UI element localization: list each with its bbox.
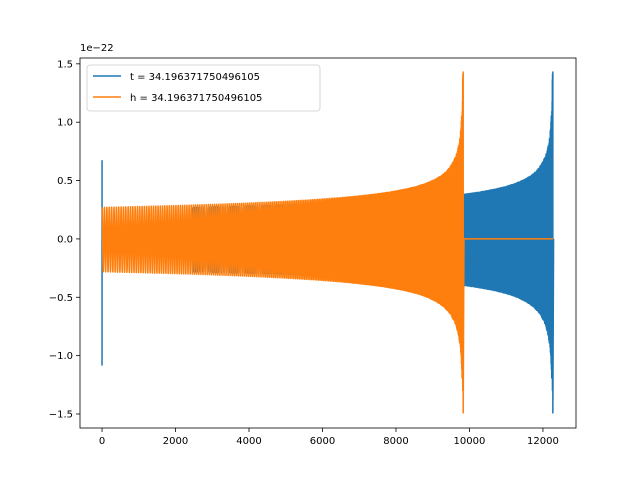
y-tick-label: −0.5: [49, 293, 73, 304]
x-tick-label: 10000: [454, 436, 486, 447]
x-tick-label: 4000: [236, 436, 261, 447]
y-axis: −1.5 −1.0 −0.5 0.0 0.5 1.0 1.5: [49, 59, 80, 420]
legend-box: [86, 64, 321, 112]
series-layer: [101, 71, 555, 414]
axes-frame: [79, 57, 577, 429]
y-tick-label: −1.0: [49, 351, 73, 362]
legend: t = 34.196371750496105 h = 34.1963717504…: [86, 64, 321, 112]
series-h-line: [101, 71, 553, 414]
x-tick-label: 0: [99, 436, 105, 447]
legend-label-t: t = 34.196371750496105: [130, 72, 260, 83]
y-offset-label: 1e−22: [80, 43, 114, 54]
y-tick-label: 1.0: [57, 118, 73, 129]
plot-area: [79, 57, 577, 429]
x-tick-label: 12000: [527, 436, 559, 447]
y-tick-label: 0.0: [57, 234, 73, 245]
y-tick-label: 1.5: [57, 59, 73, 70]
legend-label-h: h = 34.196371750496105: [130, 93, 262, 104]
y-tick-label: −1.5: [49, 409, 73, 420]
x-tick-label: 2000: [163, 436, 188, 447]
x-tick-label: 6000: [310, 436, 335, 447]
y-tick-label: 0.5: [57, 176, 73, 187]
x-axis: 0 2000 4000 6000 8000 10000 12000: [99, 428, 559, 447]
x-tick-label: 8000: [383, 436, 408, 447]
